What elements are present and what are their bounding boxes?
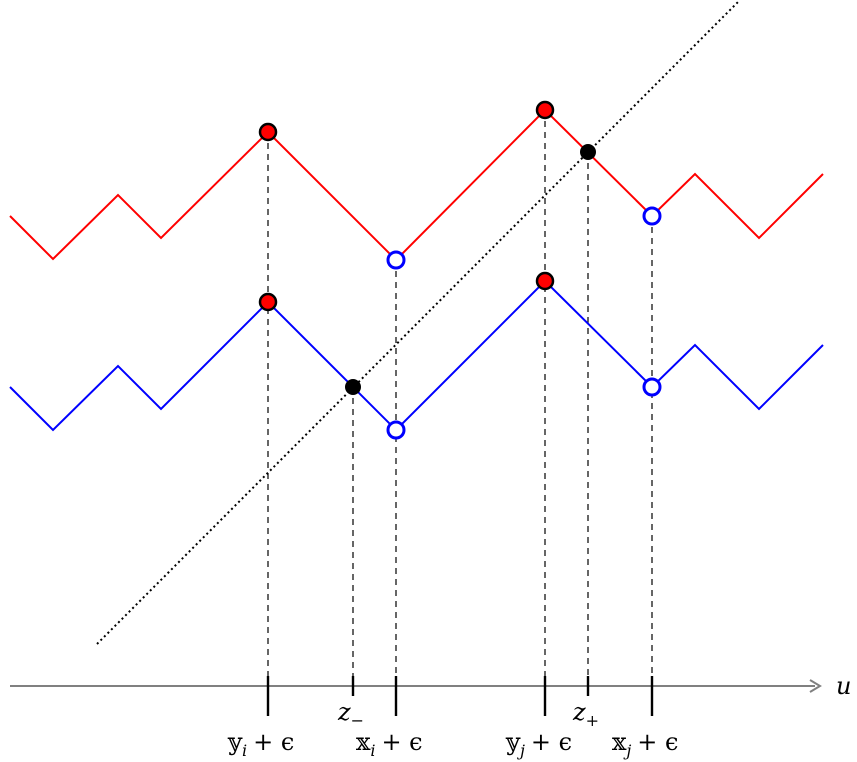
red-marker-upper-yj [535,100,555,120]
dotted-diagonal [96,1,739,645]
blue-marker-lower-xi [386,420,406,440]
lower-blue-path [9,279,824,432]
red-marker-lower-yi [258,292,278,312]
dashed-guides [267,110,653,686]
tick-label-zplus: z+ [572,698,599,730]
tick-label-yj: 𝕪j + ϵ [505,728,572,760]
blue-marker-upper-xi [386,250,406,270]
tick-label-xj: 𝕩j + ϵ [612,728,678,760]
red-markers [258,100,555,312]
blue-marker-upper-xj [642,206,662,226]
red-marker-lower-yj [535,271,555,291]
u-axis-arrowhead [809,679,822,693]
u-axis-label: u [836,672,851,700]
intersection-markers [345,144,596,395]
intersection-zplus [580,144,596,160]
tick-label-xi: 𝕩i + ϵ [356,728,423,760]
upper-red-path [9,108,824,262]
tick-label-yi: 𝕪i + ϵ [227,728,294,760]
blue-open-markers [386,206,662,440]
blue-marker-lower-xj [642,377,662,397]
tick-label-zminus: z− [337,698,364,730]
red-marker-upper-yi [258,122,278,142]
tick-marks [266,676,654,716]
intersection-zminus [345,379,361,395]
